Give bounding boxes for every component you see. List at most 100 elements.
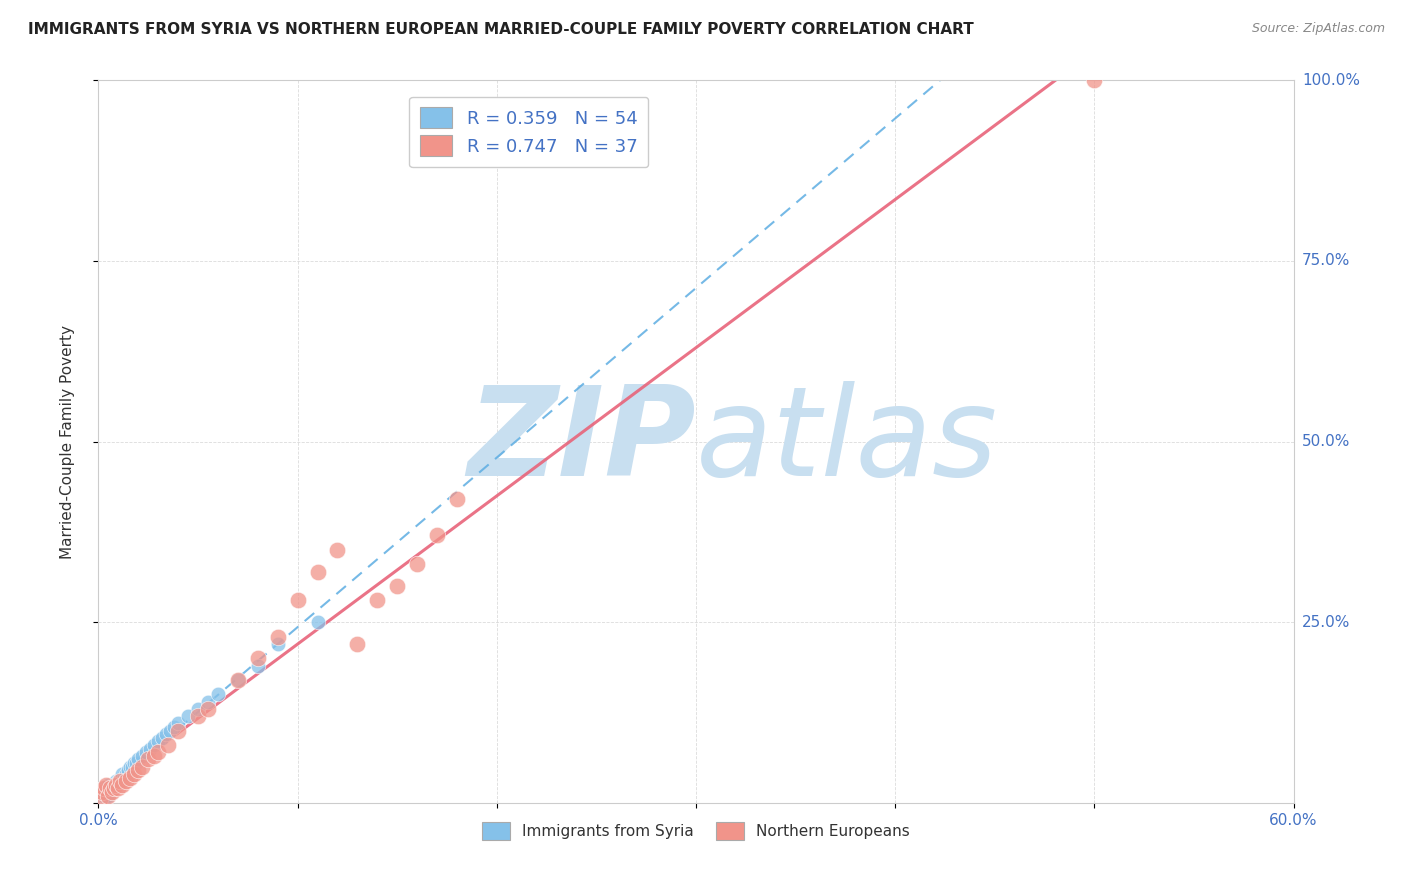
Point — [97, 778, 120, 792]
Point — [96, 789, 118, 803]
Point — [307, 615, 329, 630]
Point — [120, 760, 142, 774]
Text: Source: ZipAtlas.com: Source: ZipAtlas.com — [1251, 22, 1385, 36]
Point — [101, 785, 124, 799]
Point — [197, 695, 219, 709]
Point — [426, 528, 449, 542]
Point — [246, 651, 269, 665]
Point — [267, 630, 290, 644]
Point — [110, 774, 132, 789]
Point — [96, 781, 118, 796]
Point — [157, 738, 180, 752]
Point — [107, 781, 129, 796]
Point — [103, 778, 125, 792]
Point — [197, 702, 219, 716]
Point — [135, 745, 157, 759]
Point — [110, 774, 132, 789]
Point — [150, 731, 173, 745]
Point — [226, 673, 249, 687]
Text: 75.0%: 75.0% — [1302, 253, 1350, 268]
Y-axis label: Married-Couple Family Poverty: Married-Couple Family Poverty — [60, 325, 75, 558]
Point — [346, 637, 368, 651]
Point — [98, 781, 122, 796]
Point — [187, 709, 209, 723]
Point — [103, 781, 125, 796]
Point — [1083, 73, 1105, 87]
Point — [267, 637, 290, 651]
Point — [143, 748, 166, 763]
Point — [167, 723, 190, 738]
Point — [101, 778, 124, 792]
Point — [89, 792, 111, 806]
Point — [98, 785, 122, 799]
Text: 50.0%: 50.0% — [1302, 434, 1350, 449]
Point — [96, 778, 118, 792]
Point — [93, 789, 115, 803]
Point — [97, 781, 120, 796]
Point — [139, 741, 162, 756]
Text: IMMIGRANTS FROM SYRIA VS NORTHERN EUROPEAN MARRIED-COUPLE FAMILY POVERTY CORRELA: IMMIGRANTS FROM SYRIA VS NORTHERN EUROPE… — [28, 22, 974, 37]
Point — [143, 738, 166, 752]
Point — [103, 781, 125, 796]
Point — [127, 752, 149, 766]
Point — [115, 767, 138, 781]
Point — [246, 658, 269, 673]
Point — [207, 687, 229, 701]
Point — [307, 565, 329, 579]
Point — [105, 778, 128, 792]
Point — [125, 756, 148, 770]
Point — [155, 727, 177, 741]
Point — [112, 771, 135, 785]
Point — [131, 748, 153, 763]
Point — [89, 789, 111, 803]
Text: atlas: atlas — [696, 381, 998, 502]
Point — [117, 764, 139, 778]
Text: 25.0%: 25.0% — [1302, 615, 1350, 630]
Point — [226, 673, 249, 687]
Point — [115, 774, 138, 789]
Point — [98, 781, 122, 796]
Point — [385, 579, 409, 593]
Point — [187, 702, 209, 716]
Point — [89, 792, 111, 806]
Point — [111, 771, 134, 785]
Point — [91, 789, 114, 803]
Point — [91, 781, 114, 796]
Point — [167, 716, 190, 731]
Point — [136, 752, 159, 766]
Point — [107, 778, 129, 792]
Point — [93, 781, 115, 796]
Point — [163, 720, 186, 734]
Point — [107, 774, 129, 789]
Point — [93, 781, 115, 796]
Point — [124, 756, 146, 770]
Point — [93, 785, 115, 799]
Point — [105, 778, 128, 792]
Text: ZIP: ZIP — [467, 381, 696, 502]
Point — [159, 723, 181, 738]
Point — [96, 785, 118, 799]
Point — [101, 781, 124, 796]
Point — [105, 774, 128, 789]
Point — [131, 760, 153, 774]
Point — [91, 792, 114, 806]
Text: 100.0%: 100.0% — [1302, 73, 1360, 87]
Point — [97, 789, 120, 803]
Point — [148, 734, 170, 748]
Point — [127, 764, 149, 778]
Point — [148, 745, 170, 759]
Point — [326, 542, 349, 557]
Point — [121, 760, 143, 774]
Point — [446, 492, 468, 507]
Point — [91, 785, 114, 799]
Point — [366, 593, 388, 607]
Point — [287, 593, 309, 607]
Point — [97, 789, 120, 803]
Legend: Immigrants from Syria, Northern Europeans: Immigrants from Syria, Northern European… — [475, 816, 917, 846]
Point — [177, 709, 200, 723]
Point — [111, 778, 134, 792]
Point — [406, 558, 429, 572]
Point — [124, 767, 146, 781]
Point — [120, 771, 142, 785]
Point — [111, 767, 134, 781]
